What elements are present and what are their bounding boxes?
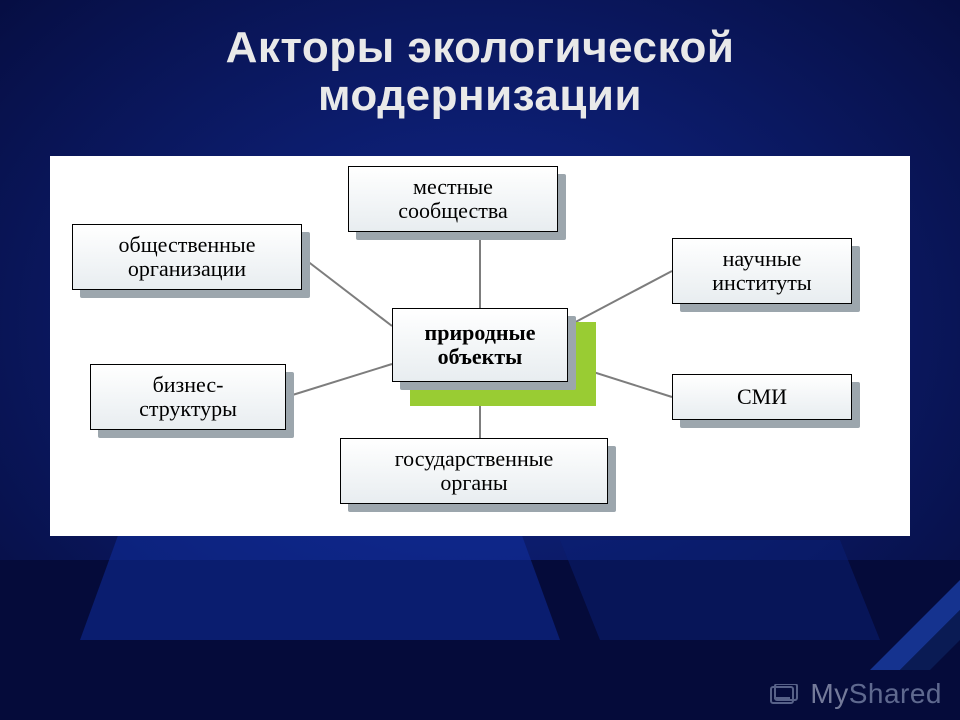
node-label: общественныеорганизации <box>119 233 256 281</box>
watermark-text: MyShared <box>810 678 942 710</box>
node-top: местныесообщества <box>348 166 558 232</box>
node-label: научныеинституты <box>712 247 811 295</box>
node-br: СМИ <box>672 374 852 420</box>
slide-title: Акторы экологической модернизации <box>0 24 960 119</box>
watermark-icon <box>770 684 798 706</box>
node-label: государственныеорганы <box>395 447 554 495</box>
watermark-rest: Shared <box>849 678 942 709</box>
diagram-panel: местныесообщества общественныеорганизации… <box>50 156 910 536</box>
node-label: природныеобъекты <box>425 321 536 369</box>
node-label: местныесообщества <box>398 175 507 223</box>
node-tl: общественныеорганизации <box>72 224 302 290</box>
node-bl: бизнес-структуры <box>90 364 286 430</box>
node-bottom: государственныеорганы <box>340 438 608 504</box>
corner-chevron-icon <box>870 580 960 670</box>
title-line2: модернизации <box>318 71 642 120</box>
node-label: бизнес-структуры <box>139 373 237 421</box>
node-center: природныеобъекты <box>392 308 568 382</box>
node-tr: научныеинституты <box>672 238 852 304</box>
slide: Акторы экологической модернизации местны… <box>0 0 960 720</box>
node-label: СМИ <box>737 385 787 409</box>
watermark-prefix: My <box>810 678 848 709</box>
title-line1: Акторы экологической <box>226 23 735 72</box>
